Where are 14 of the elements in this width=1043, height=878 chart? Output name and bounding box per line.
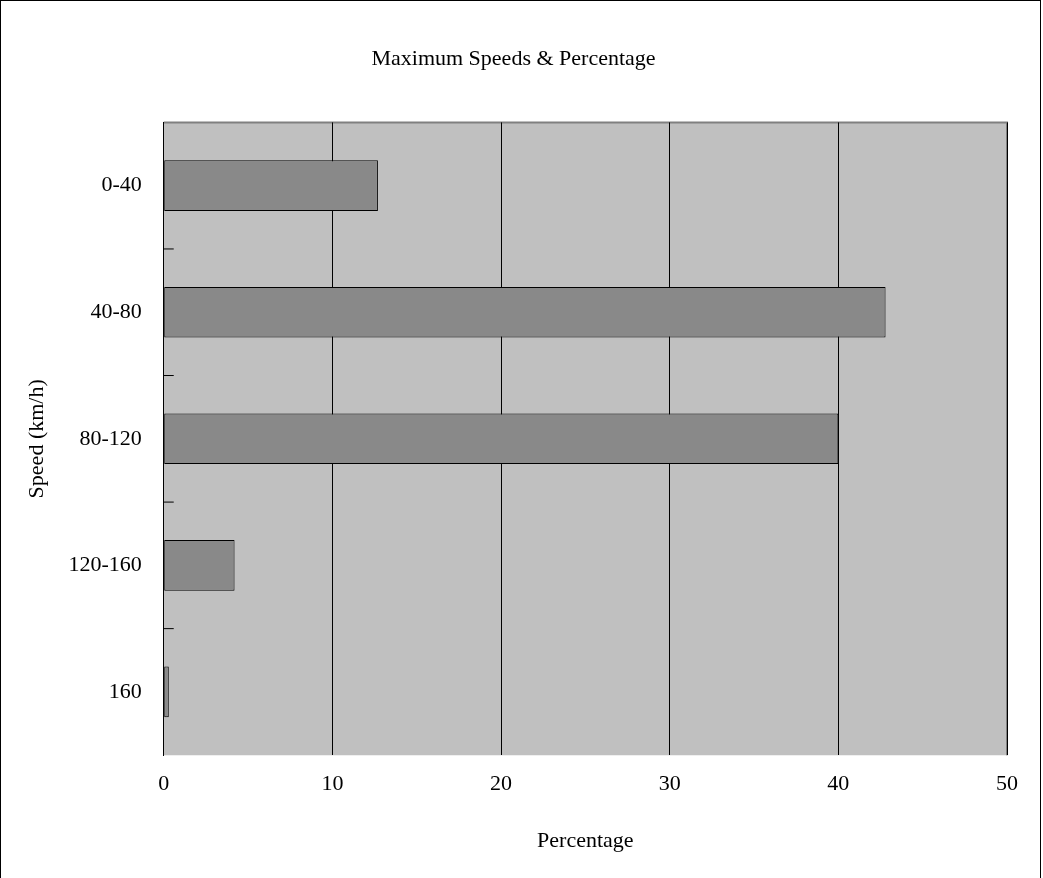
y-tick-label: 160 <box>108 677 142 703</box>
y-tick-label: 120-160 <box>68 551 142 577</box>
y-axis-title: Speed (km/h) <box>22 379 48 499</box>
x-tick-label: 30 <box>658 770 681 796</box>
y-tick-label: 40-80 <box>90 298 142 324</box>
y-tick-label: 0-40 <box>101 171 142 197</box>
x-tick-label: 20 <box>490 770 513 796</box>
x-tick-label: 50 <box>996 770 1018 796</box>
x-tick-label: 0 <box>158 770 170 796</box>
x-tick-label: 10 <box>321 770 344 796</box>
chart-title: Maximum Speeds & Percentage <box>371 44 656 70</box>
x-axis-title: Percentage <box>537 826 634 852</box>
y-tick-label: 80-120 <box>79 424 142 450</box>
x-tick-label: 40 <box>827 770 850 796</box>
